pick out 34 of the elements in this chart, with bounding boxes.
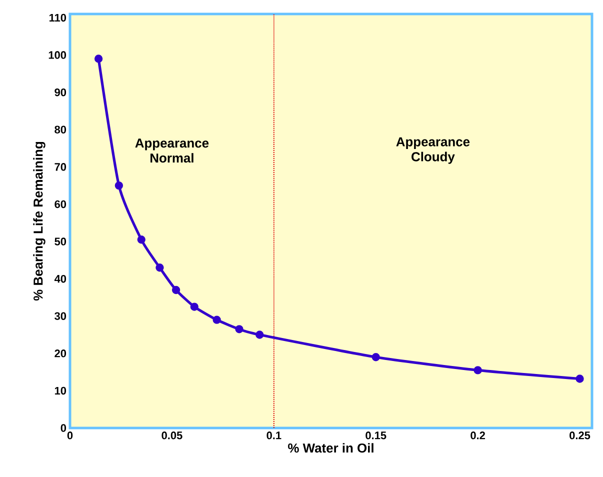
point: [576, 374, 584, 383]
point: [172, 286, 180, 294]
x-axis-title: % Water in Oil: [288, 443, 374, 453]
point: [372, 353, 380, 362]
annotation: Appearance Normal: [135, 138, 209, 163]
point: [137, 236, 146, 244]
y-tick-label: 30: [54, 312, 66, 320]
y-tick-label: 50: [54, 238, 66, 246]
y-tick-label: 90: [54, 88, 66, 96]
point: [94, 54, 103, 63]
x-tick-label: 0: [67, 432, 73, 440]
point: [235, 325, 244, 334]
x-tick-label: 0.25: [570, 432, 590, 440]
y-tick-label: 40: [54, 274, 66, 283]
y-tick-label: 60: [54, 200, 66, 208]
y-tick-label: 70: [54, 163, 66, 171]
y-tick-label: 100: [48, 51, 66, 59]
y-tick-label: 20: [54, 350, 66, 358]
y-axis-title: % Bearing Life Remaining: [33, 142, 46, 301]
x-tick-label: 0.15: [366, 432, 386, 440]
y-tick-label: 0: [60, 424, 66, 432]
point: [256, 330, 264, 339]
y-tick-label: 110: [49, 14, 66, 22]
point: [474, 366, 482, 374]
y-tick-label: 10: [54, 386, 66, 395]
point: [190, 302, 198, 311]
point: [114, 181, 124, 190]
x-tick-label: 0.2: [470, 432, 485, 440]
y-tick-label: 80: [54, 126, 66, 134]
point: [212, 316, 221, 324]
annotation: Appearance Cloudy: [396, 137, 470, 164]
x-tick-label: 0.05: [162, 432, 182, 440]
point: [156, 264, 164, 272]
x-tick-label: 0.1: [266, 432, 282, 440]
